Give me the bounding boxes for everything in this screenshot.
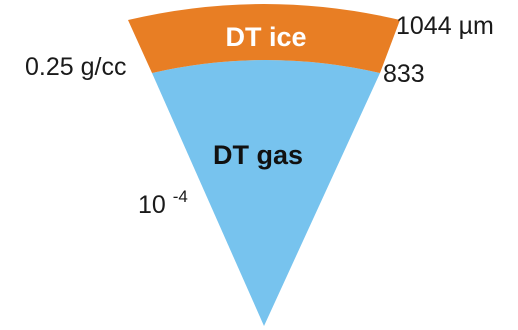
dt-ice-region [128, 4, 400, 73]
ice-density-label: 0.25 g/cc [25, 53, 126, 81]
dt-gas-label: DT gas [213, 140, 303, 170]
gas-density-base: 10 [138, 191, 166, 219]
gas-density-exponent: -4 [173, 187, 188, 206]
dt-ice-label: DT ice [225, 22, 306, 52]
dt-gas-region [152, 60, 380, 326]
outer-radius-unit: µm [459, 12, 494, 40]
gas-density-label: 10 -4 [138, 187, 188, 219]
outer-radius-label: 1044 µm [396, 12, 494, 40]
outer-radius-value: 1044 [396, 12, 452, 40]
inner-radius-label: 833 [383, 60, 425, 88]
